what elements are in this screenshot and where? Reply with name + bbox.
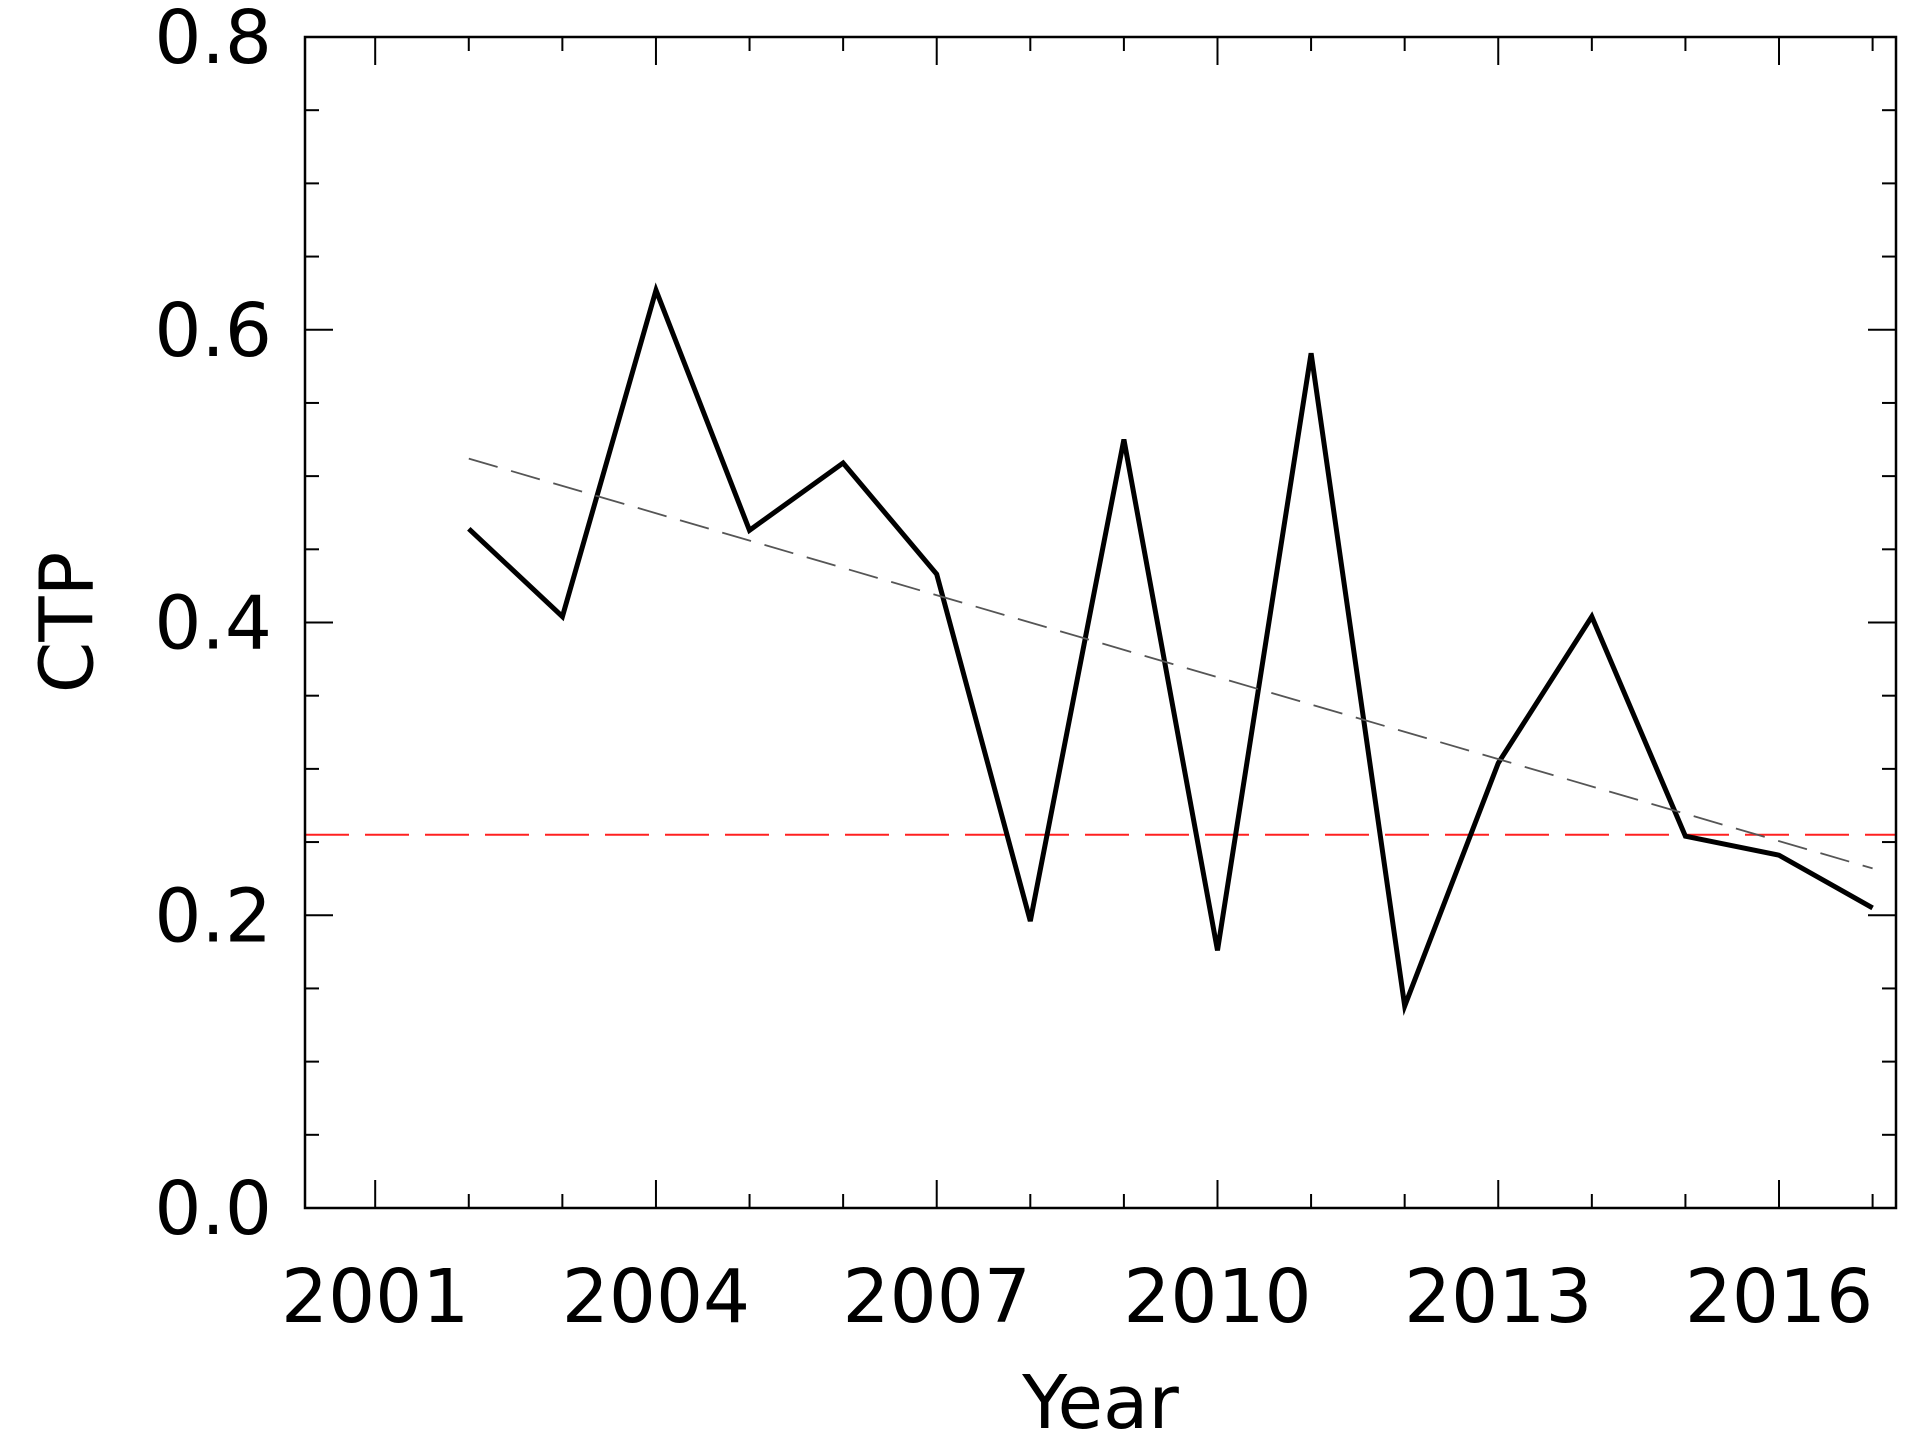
y-tick-label: 0.2 bbox=[154, 873, 272, 959]
x-tick-label: 2004 bbox=[562, 1254, 750, 1340]
trend-line bbox=[468, 457, 1873, 870]
y-tick-label: 0.6 bbox=[154, 288, 272, 374]
y-axis-title: CTP bbox=[25, 552, 111, 694]
series-layer bbox=[467, 282, 1874, 1016]
series-line bbox=[467, 282, 1874, 1016]
plot-frame bbox=[303, 35, 1898, 1210]
x-tick-label: 2013 bbox=[1404, 1254, 1592, 1340]
x-tick-label: 2010 bbox=[1123, 1254, 1311, 1340]
x-tick-label: 2016 bbox=[1685, 1254, 1873, 1340]
y-tick-label: 0.8 bbox=[154, 0, 272, 81]
ticks-layer bbox=[305, 36, 1896, 1209]
x-axis-tick-labels: 2001 2004 2007 2010 2013 2016 bbox=[281, 1254, 1873, 1340]
x-axis-title: Year bbox=[1021, 1360, 1179, 1446]
y-tick-label: 0.4 bbox=[154, 581, 272, 667]
y-axis-tick-labels: 0.0 0.2 0.4 0.6 0.8 bbox=[154, 0, 272, 1252]
x-tick-label: 2007 bbox=[843, 1254, 1031, 1340]
y-tick-label: 0.0 bbox=[154, 1166, 272, 1252]
x-tick-label: 2001 bbox=[281, 1254, 469, 1340]
